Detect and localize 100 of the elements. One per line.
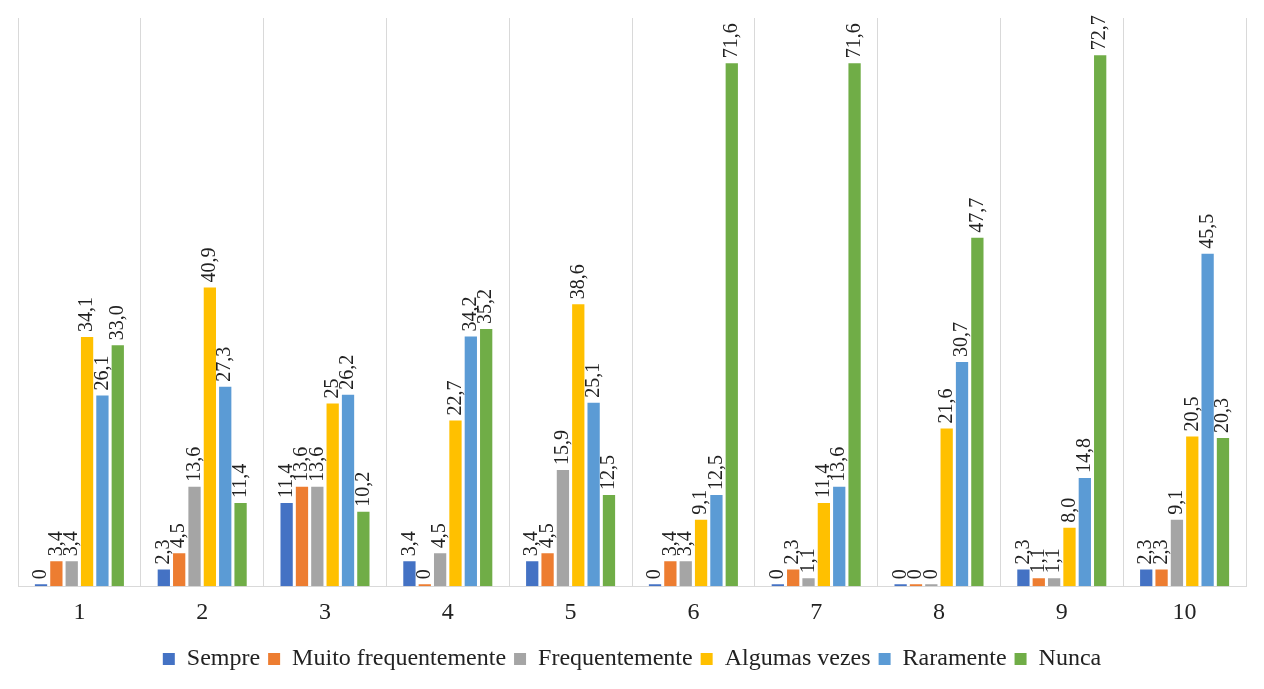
bar bbox=[311, 486, 324, 587]
bar bbox=[787, 569, 800, 587]
bar bbox=[541, 553, 554, 587]
bar bbox=[1155, 569, 1168, 587]
data-label: 13,6 bbox=[181, 446, 204, 482]
data-label: 0 bbox=[28, 569, 51, 580]
bar bbox=[971, 237, 984, 587]
data-label: 10,2 bbox=[350, 471, 373, 507]
bar bbox=[1201, 253, 1214, 587]
data-label: 15,9 bbox=[550, 430, 573, 466]
bar bbox=[556, 470, 570, 587]
bar bbox=[403, 561, 416, 587]
bar bbox=[80, 337, 94, 587]
data-label: 9,1 bbox=[1164, 489, 1187, 515]
legend-label: Nunca bbox=[1038, 644, 1102, 671]
data-label: 14,8 bbox=[1072, 438, 1095, 474]
bar bbox=[1032, 578, 1045, 587]
bar bbox=[203, 287, 217, 587]
data-label: 4,5 bbox=[427, 523, 450, 549]
data-label: 12,5 bbox=[703, 454, 726, 490]
legend-label: Muito frequentemente bbox=[292, 644, 507, 671]
x-tick-label: 2 bbox=[196, 597, 209, 624]
bar bbox=[602, 494, 616, 587]
data-label: 9,1 bbox=[688, 489, 711, 515]
bar bbox=[1078, 478, 1091, 587]
bar bbox=[1186, 436, 1199, 587]
bar bbox=[664, 561, 677, 587]
bar bbox=[34, 584, 48, 587]
bar bbox=[357, 511, 370, 587]
bar bbox=[295, 486, 309, 587]
bar bbox=[694, 519, 708, 587]
bar bbox=[50, 561, 63, 587]
data-label: 27,3 bbox=[212, 346, 235, 382]
data-label: 71,6 bbox=[841, 23, 864, 59]
bar bbox=[526, 561, 539, 587]
bar bbox=[188, 486, 201, 587]
data-label: 47,7 bbox=[964, 197, 987, 233]
bar bbox=[848, 63, 861, 587]
data-label: 34,1 bbox=[74, 297, 97, 333]
x-tick-label: 10 bbox=[1172, 597, 1197, 624]
bar bbox=[833, 486, 846, 587]
data-label: 22,7 bbox=[442, 380, 465, 416]
bar bbox=[111, 345, 124, 587]
bar bbox=[572, 304, 585, 587]
x-tick-label: 4 bbox=[441, 597, 454, 624]
bar bbox=[909, 584, 923, 587]
bar bbox=[894, 584, 907, 587]
data-label: 30,7 bbox=[949, 321, 972, 357]
bar bbox=[940, 428, 953, 587]
data-label: 71,6 bbox=[719, 23, 742, 59]
data-label: 11,4 bbox=[227, 463, 250, 498]
data-label: 33,0 bbox=[105, 305, 128, 341]
bar bbox=[955, 361, 969, 587]
data-label: 3,4 bbox=[396, 531, 419, 557]
data-label: 26,1 bbox=[89, 355, 112, 391]
bar bbox=[280, 502, 293, 587]
x-tick-label: 7 bbox=[810, 597, 823, 624]
data-label: 0 bbox=[412, 569, 435, 580]
x-tick-label: 6 bbox=[687, 597, 700, 624]
bar bbox=[1047, 578, 1061, 587]
bar bbox=[1017, 569, 1030, 587]
x-tick-label: 5 bbox=[564, 597, 577, 624]
data-label: 20,5 bbox=[1179, 396, 1202, 432]
data-label: 25,1 bbox=[580, 362, 603, 398]
bar bbox=[771, 584, 784, 587]
bar bbox=[817, 502, 831, 587]
legend-label: Sempre bbox=[186, 644, 261, 671]
bar bbox=[725, 63, 738, 587]
bar bbox=[464, 336, 477, 587]
bar bbox=[587, 402, 600, 587]
data-label: 38,6 bbox=[565, 264, 588, 300]
data-label: 40,9 bbox=[197, 247, 220, 283]
bar bbox=[326, 403, 339, 587]
bar bbox=[679, 561, 692, 587]
bar bbox=[341, 394, 355, 587]
bar bbox=[157, 569, 170, 587]
data-label: 72,7 bbox=[1087, 15, 1110, 51]
data-label: 21,6 bbox=[933, 388, 956, 424]
legend-label: Algumas vezes bbox=[724, 644, 871, 671]
x-tick-label: 9 bbox=[1055, 597, 1068, 624]
bar bbox=[173, 553, 186, 587]
legend-label: Raramente bbox=[902, 644, 1007, 671]
bar bbox=[1094, 55, 1107, 587]
bar bbox=[433, 553, 447, 587]
legend-label: Frequentemente bbox=[538, 644, 693, 671]
bar bbox=[480, 329, 493, 587]
bar bbox=[1216, 437, 1230, 587]
bar bbox=[219, 386, 232, 587]
bar bbox=[65, 561, 78, 587]
x-tick-label: 1 bbox=[73, 597, 86, 624]
bar bbox=[234, 502, 247, 587]
x-tick-label: 8 bbox=[933, 597, 945, 624]
data-label: 12,5 bbox=[596, 454, 619, 490]
bar bbox=[802, 578, 815, 587]
bar bbox=[1140, 569, 1153, 587]
x-tick-label: 3 bbox=[319, 597, 331, 624]
bar bbox=[418, 584, 431, 587]
bar bbox=[1063, 527, 1076, 587]
bar bbox=[449, 420, 462, 587]
data-label: 8,0 bbox=[1056, 497, 1079, 523]
